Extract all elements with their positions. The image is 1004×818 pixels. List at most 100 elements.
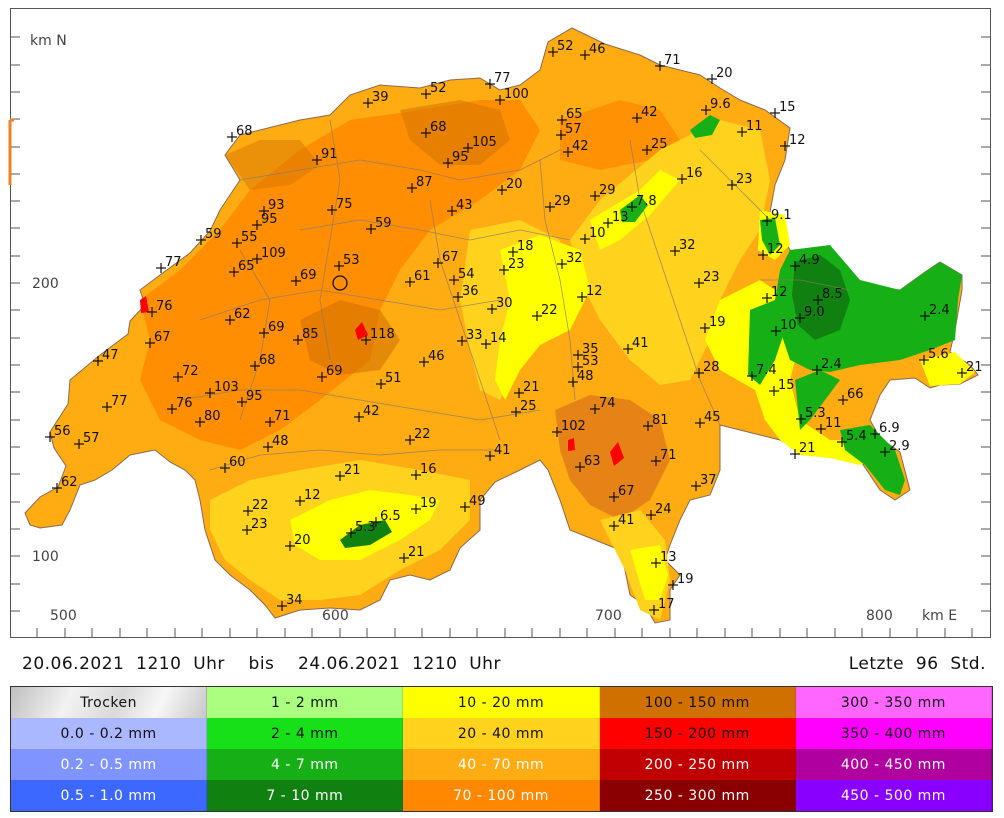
station-marker: 67 [145, 330, 171, 348]
station-marker: 5.3 [796, 406, 826, 424]
station-marker: 7.4 [747, 363, 777, 381]
station-value: 9.6 [710, 97, 731, 112]
capital-marker-icon [332, 275, 348, 291]
station-marker: 46 [580, 42, 606, 60]
station-value: 71 [274, 409, 291, 424]
station-value: 109 [261, 246, 286, 261]
station-marker: 45 [695, 410, 721, 428]
station-value: 21 [344, 463, 361, 478]
legend-item: 0.2 - 0.5 mm [11, 749, 208, 780]
station-marker: 95 [237, 389, 263, 407]
station-marker: 22 [405, 427, 431, 445]
station-value: 30 [496, 296, 513, 311]
station-value: 49 [469, 494, 486, 509]
station-marker: 14 [481, 331, 507, 349]
station-marker: 22 [532, 303, 558, 321]
legend-item: 20 - 40 mm [403, 718, 600, 749]
station-marker: 59 [366, 216, 392, 234]
station-value: 93 [268, 198, 285, 213]
station-marker: 76 [147, 299, 173, 317]
precipitation-map: km N km E 500 600 700 800 200 100 52 46 71… [8, 27, 991, 638]
station-marker: 34 [277, 593, 303, 611]
station-marker: 9.1 [762, 208, 792, 226]
station-value: 65 [566, 107, 583, 122]
station-marker: 21 [957, 360, 983, 378]
station-marker: 21 [514, 380, 540, 398]
station-marker: 51 [376, 371, 402, 389]
station-marker: 63 [575, 454, 601, 472]
station-value: 21 [966, 360, 983, 375]
station-value: 39 [372, 90, 389, 105]
station-value: 53 [582, 354, 599, 369]
station-marker: 41 [623, 336, 649, 354]
station-marker: 39 [363, 90, 389, 108]
station-value: 81 [652, 413, 669, 428]
station-value: 48 [272, 434, 289, 449]
station-value: 2.4 [929, 303, 950, 318]
station-marker: 9.0 [795, 305, 825, 323]
station-value: 51 [385, 371, 402, 386]
legend-item: 10 - 20 mm [403, 687, 600, 718]
station-value: 67 [154, 330, 171, 345]
station-marker: 19 [668, 572, 694, 590]
station-value: 76 [176, 396, 193, 411]
station-value: 61 [414, 269, 431, 284]
station-marker: 29 [590, 183, 616, 201]
station-value: 14 [490, 331, 507, 346]
zone-10-20-southeast [920, 352, 975, 386]
station-value: 35 [582, 342, 599, 357]
station-value: 22 [541, 303, 558, 318]
zone-4-7-prettigau [748, 300, 785, 385]
station-marker: 75 [327, 197, 353, 215]
station-marker: 81 [643, 413, 669, 431]
x-tick-700: 700 [595, 608, 622, 624]
y-tick-100: 100 [32, 549, 59, 565]
station-marker: 11 [816, 416, 842, 434]
station-value: 23 [251, 517, 268, 532]
legend-item: 100 - 150 mm [599, 687, 796, 718]
station-value: 29 [599, 183, 616, 198]
station-value: 43 [456, 198, 473, 213]
station-marker: 91 [312, 147, 338, 165]
station-value: 118 [370, 327, 395, 342]
station-marker: 23 [499, 257, 525, 275]
station-value: 9.0 [804, 305, 825, 320]
station-marker: 66 [838, 387, 864, 405]
station-value: 19 [420, 496, 437, 511]
station-marker: 25 [642, 137, 668, 155]
station-value: 105 [472, 135, 497, 150]
station-marker: 85 [293, 327, 319, 345]
station-value: 42 [572, 139, 589, 154]
station-marker: 30 [487, 296, 513, 314]
station-marker: 19 [700, 315, 726, 333]
station-value: 36 [462, 284, 479, 299]
station-value: 95 [452, 150, 469, 165]
station-marker: 42 [632, 105, 658, 123]
station-value: 11 [746, 119, 763, 134]
station-marker: 5.4 [837, 429, 867, 447]
station-marker: 11 [737, 119, 763, 137]
station-value: 52 [430, 81, 447, 96]
legend-item: 70 - 100 mm [403, 780, 600, 811]
station-marker: 42 [354, 404, 380, 422]
station-value: 77 [111, 394, 128, 409]
zone-100-150-central [300, 300, 400, 375]
station-value: 21 [523, 380, 540, 395]
station-value: 16 [686, 166, 703, 181]
station-value: 25 [651, 137, 668, 152]
station-value: 20 [294, 533, 311, 548]
station-marker: 6.9 [870, 421, 900, 439]
station-value: 10 [589, 226, 606, 241]
station-value: 57 [565, 122, 582, 137]
station-marker: 15 [769, 378, 795, 396]
station-value: 67 [618, 484, 635, 499]
station-value: 13 [612, 210, 629, 225]
station-value: 42 [363, 404, 380, 419]
station-marker: 4.9 [790, 253, 820, 271]
station-value: 32 [679, 238, 696, 253]
station-value: 23 [736, 172, 753, 187]
station-marker: 21 [790, 441, 816, 459]
zone-7-10-grisons [792, 255, 850, 340]
station-marker: 20 [497, 177, 523, 195]
